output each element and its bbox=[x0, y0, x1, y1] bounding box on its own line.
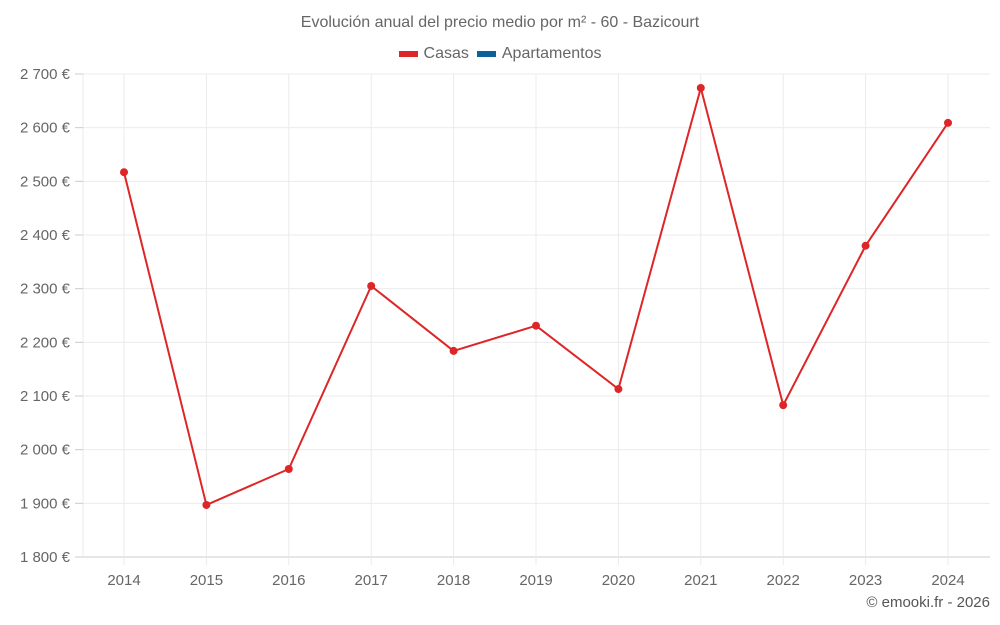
legend-swatch-apartamentos-icon bbox=[476, 51, 496, 57]
legend-label-apartamentos: Apartamentos bbox=[501, 45, 602, 62]
y-axis: 1 800 € 1 900 € 2 000 € 2 100 € 2 200 € 2 300… bbox=[20, 66, 83, 566]
x-tick-label: 2019 bbox=[519, 572, 552, 589]
chart-title: Evolución anual del precio medio por m² … bbox=[300, 14, 700, 31]
x-tick-label: 2017 bbox=[355, 572, 388, 589]
legend-item-apartamentos[interactable]: Apartamentos bbox=[476, 45, 602, 63]
x-tick-label: 2016 bbox=[272, 572, 305, 589]
data-point-marker[interactable] bbox=[532, 321, 540, 330]
y-tick-label: 2 500 € bbox=[20, 173, 71, 190]
chart-legend: Casas Apartamentos bbox=[0, 45, 1000, 63]
data-point-marker[interactable] bbox=[696, 83, 705, 92]
x-tick-label: 2018 bbox=[437, 572, 470, 589]
legend-label-casas: Casas bbox=[423, 45, 469, 62]
series-casas bbox=[120, 83, 952, 509]
data-point-marker[interactable] bbox=[367, 281, 376, 290]
grid-lines bbox=[82, 73, 990, 565]
data-point-marker[interactable] bbox=[779, 401, 788, 410]
x-tick-label: 2014 bbox=[107, 572, 140, 589]
x-axis: 2014 2015 2016 2017 2018 2019 2020 2021 2022 2023… bbox=[107, 572, 964, 589]
x-tick-label: 2021 bbox=[684, 572, 717, 589]
credit-text: © emooki.fr - 2026 bbox=[866, 594, 990, 611]
data-point-marker[interactable] bbox=[614, 385, 623, 394]
data-point-marker[interactable] bbox=[120, 168, 128, 177]
y-tick-label: 2 600 € bbox=[20, 120, 71, 137]
data-point-marker[interactable] bbox=[449, 346, 458, 355]
y-tick-label: 2 400 € bbox=[20, 227, 71, 244]
y-tick-label: 1 800 € bbox=[20, 549, 71, 566]
y-tick-label: 2 000 € bbox=[20, 442, 71, 459]
data-point-marker[interactable] bbox=[202, 500, 211, 509]
data-point-marker[interactable] bbox=[861, 241, 870, 250]
y-tick-label: 2 300 € bbox=[20, 281, 71, 298]
data-point-marker[interactable] bbox=[284, 464, 293, 473]
x-tick-label: 2024 bbox=[931, 572, 964, 589]
x-tick-label: 2022 bbox=[767, 572, 800, 589]
y-tick-label: 2 700 € bbox=[20, 66, 71, 83]
legend-item-casas[interactable]: Casas bbox=[398, 45, 469, 63]
y-tick-label: 2 100 € bbox=[20, 388, 71, 405]
legend-swatch-casas-icon bbox=[398, 51, 418, 57]
x-tick-label: 2023 bbox=[849, 572, 882, 589]
x-tick-label: 2015 bbox=[190, 572, 223, 589]
x-tick-label: 2020 bbox=[602, 572, 635, 589]
y-tick-label: 1 900 € bbox=[20, 495, 71, 512]
y-tick-label: 2 200 € bbox=[20, 334, 71, 351]
data-point-marker[interactable] bbox=[944, 118, 952, 127]
